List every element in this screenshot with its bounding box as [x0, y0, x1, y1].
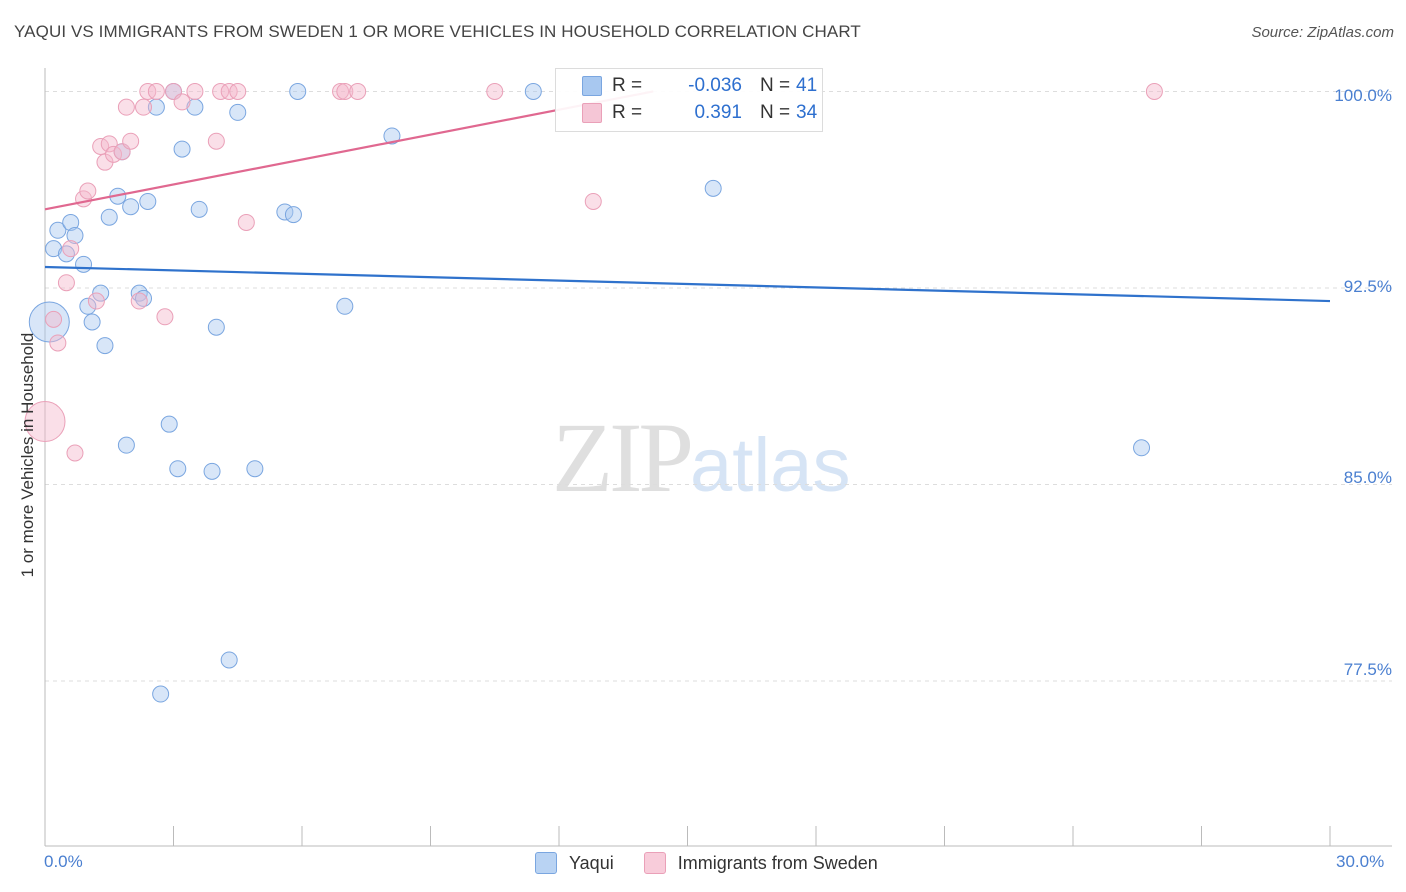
watermark: ZIPatlas [552, 400, 851, 515]
series-legend: Yaqui Immigrants from Sweden [535, 852, 908, 874]
watermark-zip: ZIP [552, 402, 694, 513]
y-axis-label: 1 or more Vehicles in Household [18, 332, 37, 578]
yaqui-point [62, 213, 80, 231]
sweden-point [220, 82, 238, 100]
yaqui-point [139, 192, 157, 210]
yaqui-point [152, 685, 170, 703]
yaqui-point [169, 460, 187, 478]
r-value: 0.391 [694, 102, 742, 123]
sweden-point [147, 82, 165, 100]
sweden-point [62, 240, 80, 258]
n-value: 34 [796, 102, 818, 123]
y-tick-label: 92.5% [1343, 277, 1392, 296]
sweden-point [336, 82, 354, 100]
sweden-point [79, 182, 97, 200]
sweden-point [57, 274, 75, 292]
sweden-point [130, 292, 148, 310]
yaqui-point [122, 198, 140, 216]
sweden-point [87, 292, 105, 310]
yaqui-point [336, 297, 354, 315]
sweden-point [229, 82, 247, 100]
sweden-point [135, 98, 153, 116]
sweden-point [122, 132, 140, 150]
yaqui-point [49, 221, 67, 239]
stats-legend: R = -0.036 N = 41 R = 0.391 N = 34 [555, 68, 823, 132]
yaqui-point [190, 200, 208, 218]
yaqui-point [383, 127, 401, 145]
yaqui-point [284, 206, 302, 224]
yaqui-point [75, 255, 93, 273]
legend-item-sweden: Immigrants from Sweden [643, 852, 878, 874]
sweden-point [24, 401, 66, 443]
sweden-point [186, 82, 204, 100]
yaqui-point [83, 313, 101, 331]
sweden-point [237, 213, 255, 231]
y-tick-label: 77.5% [1343, 660, 1392, 679]
source-label: Source: ZipAtlas.com [1251, 24, 1394, 41]
yaqui-point [524, 82, 542, 100]
yaqui-point [92, 284, 110, 302]
legend-label: Yaqui [569, 852, 614, 873]
yaqui-point [96, 337, 114, 355]
yaqui-point [117, 436, 135, 454]
sweden-point [45, 310, 63, 328]
yaqui-point [66, 227, 84, 245]
sweden-point [139, 82, 157, 100]
legend-item-yaqui: Yaqui [535, 852, 614, 874]
sweden-trend-line [44, 90, 654, 211]
legend-label: Immigrants from Sweden [677, 852, 878, 873]
yaqui-point [1133, 439, 1151, 457]
r-label: R = [612, 75, 643, 96]
legend-swatch-blue [582, 76, 602, 96]
sweden-point [486, 82, 504, 100]
yaqui-point [220, 651, 238, 669]
yaqui-point [246, 460, 264, 478]
sweden-point [49, 334, 67, 352]
r-value: -0.036 [688, 75, 742, 96]
sweden-point [100, 135, 118, 153]
sweden-point [332, 82, 350, 100]
sweden-point [212, 82, 230, 100]
sweden-point [207, 132, 225, 150]
yaqui-trend-line [44, 265, 1331, 303]
sweden-point [173, 93, 191, 111]
y-tick-label: 85.0% [1343, 468, 1392, 487]
y-tick-label: 100.0% [1334, 86, 1392, 105]
sweden-point [66, 444, 84, 462]
yaqui-point [229, 103, 247, 121]
chart-title: YAQUI VS IMMIGRANTS FROM SWEDEN 1 OR MOR… [14, 22, 861, 41]
x-tick-label: 30.0% [1336, 852, 1385, 871]
yaqui-point [79, 297, 97, 315]
sweden-point [117, 98, 135, 116]
yaqui-point [160, 415, 178, 433]
sweden-point [584, 192, 602, 210]
sweden-point [349, 82, 367, 100]
legend-swatch-blue [535, 852, 557, 874]
sweden-point [156, 308, 174, 326]
yaqui-point [28, 301, 70, 343]
yaqui-point [704, 179, 722, 197]
yaqui-point [100, 208, 118, 226]
yaqui-point [173, 140, 191, 158]
watermark-atlas: atlas [690, 423, 851, 508]
yaqui-point [207, 318, 225, 336]
n-label: N = [760, 102, 791, 123]
legend-swatch-pink [643, 852, 666, 874]
n-label: N = [760, 75, 791, 96]
yaqui-point [45, 240, 63, 258]
yaqui-point [289, 82, 307, 100]
sweden-point [1145, 82, 1163, 100]
x-tick-label: 0.0% [44, 852, 83, 871]
legend-swatch-pink [582, 103, 602, 123]
n-value: 41 [796, 75, 818, 96]
yaqui-point [203, 462, 221, 480]
r-label: R = [612, 102, 643, 123]
